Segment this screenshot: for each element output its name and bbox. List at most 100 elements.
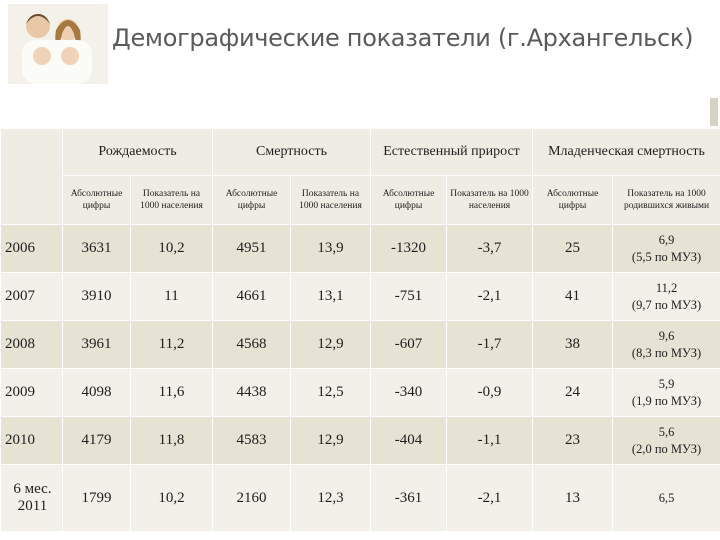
cell: 2160 (212, 464, 291, 532)
clothes (22, 40, 92, 84)
cell: 11,2 (130, 320, 213, 369)
row-label: 2010 (0, 416, 63, 465)
cell: 41 (532, 272, 614, 321)
group-header: Рождаемость (62, 128, 213, 176)
cell: 12,5 (290, 368, 371, 417)
cell: -3,7 (445, 224, 534, 273)
cell-line: 2011 (17, 498, 48, 514)
cell: -340 (370, 368, 447, 417)
cell-line: 2009 (5, 384, 35, 400)
cell: 3910 (62, 272, 131, 321)
row-label: 2007 (0, 272, 63, 321)
cell: 11,8 (130, 416, 213, 465)
cell: -361 (370, 464, 447, 532)
cell: 3961 (62, 320, 131, 369)
cell-line: 2008 (5, 336, 35, 352)
cell: 23 (532, 416, 614, 465)
cell-line: (9,7 по МУЗ) (631, 297, 702, 312)
data-table: Рождаемость Смертность Естественный прирос… (0, 128, 720, 532)
title: Демографические показатели (г.Архангельс… (112, 24, 694, 52)
cell: -1,1 (445, 416, 534, 465)
cell: 4951 (212, 224, 291, 273)
subheader: Абсолютные цифры (212, 175, 291, 225)
cell: 25 (532, 224, 614, 273)
cell: 9,6 (8,3 по МУЗ) (612, 320, 720, 369)
cell-line: 11,2 (655, 280, 678, 295)
cell-line: 5,9 (658, 376, 675, 391)
group-header-row: Рождаемость Смертность Естественный прирос… (0, 128, 720, 225)
cell: -1320 (370, 224, 447, 273)
cell: 4583 (212, 416, 291, 465)
group-header: Смертность (212, 128, 371, 176)
subheader: Абсолютные цифры (370, 175, 447, 225)
cell: 4661 (212, 272, 291, 321)
data-row: 2009 4098 11,6 4438 12,5 -340 -0,9 24 5,9 (1,9 по… (0, 368, 720, 417)
cell-line: 6,5 (658, 490, 675, 505)
row-label: 2006 (0, 224, 63, 273)
cell: -404 (370, 416, 447, 465)
child-face (33, 47, 51, 65)
cell: 11,6 (130, 368, 213, 417)
subheader: Показатель на 1000 населения (445, 175, 534, 225)
cell: 1799 (62, 464, 131, 532)
subheader: Абсолютные цифры (532, 175, 614, 225)
cell-line: (8,3 по МУЗ) (631, 345, 702, 360)
cell: -0,9 (445, 368, 534, 417)
child-face (61, 47, 79, 65)
cell-line: 2006 (5, 240, 35, 256)
cell: 11 (130, 272, 213, 321)
decor-bar (710, 98, 718, 126)
cell: 5,9 (1,9 по МУЗ) (612, 368, 720, 417)
cell: 12,9 (290, 416, 371, 465)
cell: 12,3 (290, 464, 371, 532)
cell: 11,2 (9,7 по МУЗ) (612, 272, 720, 321)
cell: -751 (370, 272, 447, 321)
cell: -1,7 (445, 320, 534, 369)
cell-line: (2,0 по МУЗ) (631, 441, 702, 456)
corner-cell (0, 128, 63, 225)
cell: 6,9 (5,5 по МУЗ) (612, 224, 720, 273)
subheader: Показатель на 1000 населения (290, 175, 371, 225)
cell: 10,2 (130, 464, 213, 532)
cell: 6,5 (612, 464, 720, 532)
cell: 4098 (62, 368, 131, 417)
cell: 3631 (62, 224, 131, 273)
cell: 38 (532, 320, 614, 369)
row-label: 2009 (0, 368, 63, 417)
cell-line: 6 мес. (13, 481, 52, 497)
data-row: 2007 3910 11 4661 13,1 -751 -2,1 41 11,2 (9,7 по … (0, 272, 720, 321)
hair (26, 14, 50, 24)
group-header: Естественный прирост (369, 128, 534, 176)
subheader: Показатель на 1000 родившихся живыми (612, 175, 720, 225)
data-row: 2010 4179 11,8 4583 12,9 -404 -1,1 23 5,6 (2,0 по… (0, 416, 720, 465)
row-label: 6 мес. 2011 (0, 464, 63, 532)
subheader: Абсолютные цифры (62, 175, 131, 225)
data-row: 2008 3961 11,2 4568 12,9 -607 -1,7 38 9,6 (8,3 по… (0, 320, 720, 369)
cell: 4438 (212, 368, 291, 417)
cell: -607 (370, 320, 447, 369)
cell-line: (1,9 по МУЗ) (631, 393, 702, 408)
family-photo (8, 4, 108, 84)
cell-line: 5,6 (658, 424, 675, 439)
cell-line: 9,6 (658, 328, 675, 343)
cell: 13 (532, 464, 614, 532)
data-row: 2006 3631 10,2 4951 13,9 -1320 -3,7 25 6,9 (5,5 п… (0, 224, 720, 273)
face (26, 14, 50, 38)
cell-line: 6,9 (658, 232, 675, 247)
cell: 10,2 (130, 224, 213, 273)
cell: 4568 (212, 320, 291, 369)
data-row: 6 мес. 2011 1799 10,2 2160 12,3 -361 -2,1 13 6,5 (0, 464, 720, 532)
cell-line: 2007 (5, 288, 35, 304)
hair (55, 20, 81, 50)
subheader-row: Абсолютные цифры Показатель на 1000 насел… (1, 175, 720, 225)
cell: 13,9 (290, 224, 371, 273)
cell: 5,6 (2,0 по МУЗ) (612, 416, 720, 465)
subheader: Показатель на 1000 населения (130, 175, 213, 225)
cell: 24 (532, 368, 614, 417)
row-label: 2008 (0, 320, 63, 369)
cell-line: 2010 (5, 432, 35, 448)
cell: 12,9 (290, 320, 371, 369)
cell-line: (5,5 по МУЗ) (631, 249, 702, 264)
cell: 4179 (62, 416, 131, 465)
